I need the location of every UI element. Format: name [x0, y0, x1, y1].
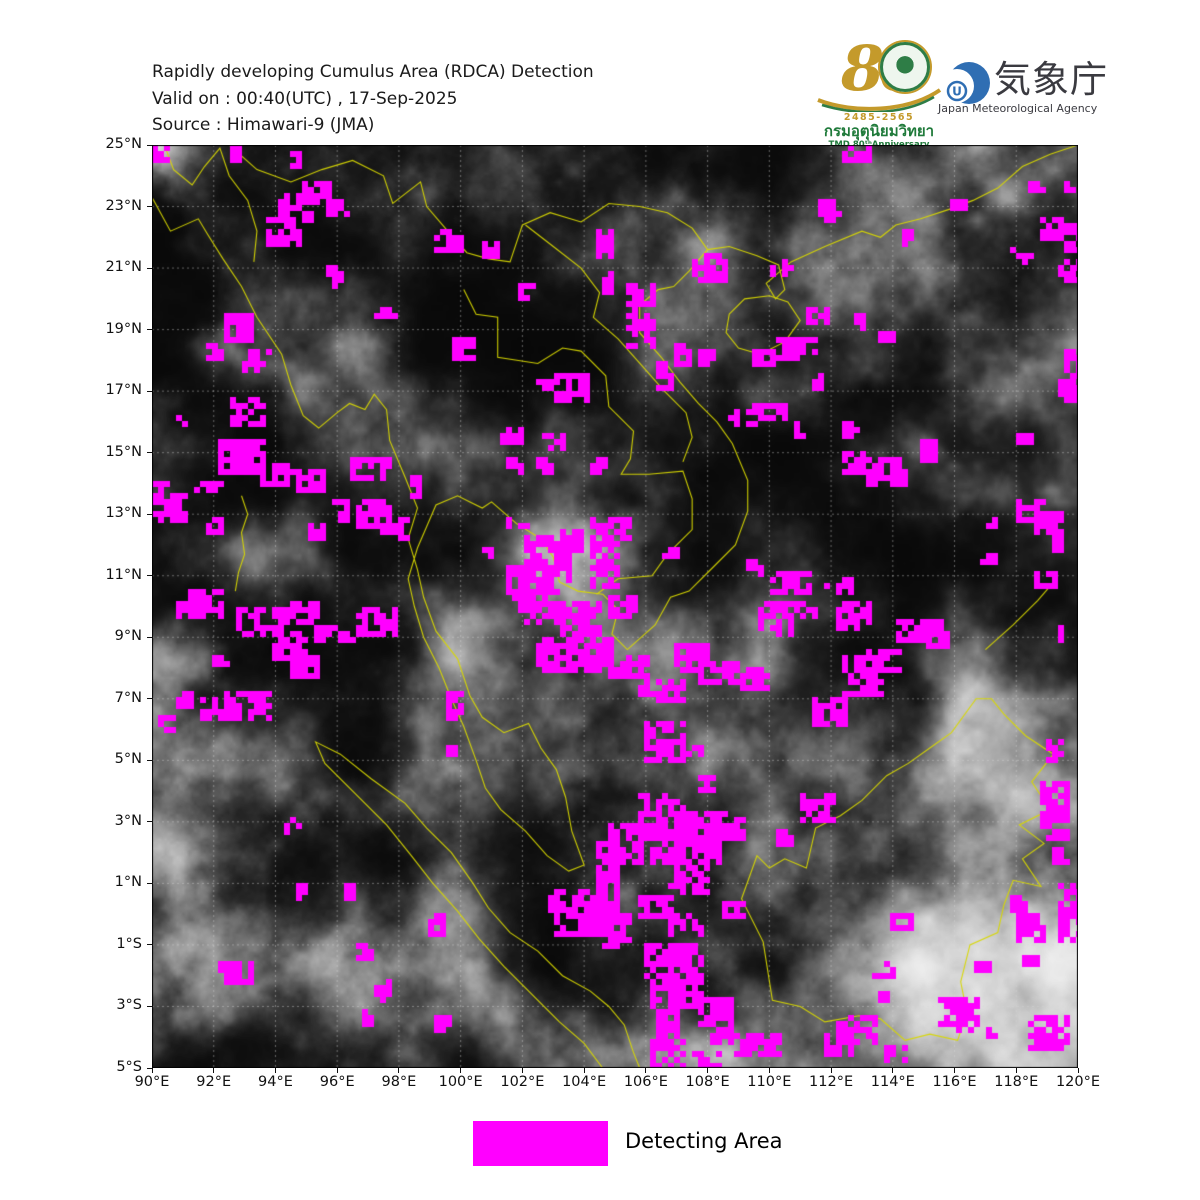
x-tick-mark	[768, 1068, 770, 1073]
tmd-80th-anniversary-logo: 80 2485-2565 กรมอุตุนิยมวิทยา TMD 80ᵗʰAn…	[812, 34, 946, 150]
legend-label: Detecting Area	[625, 1129, 783, 1153]
y-tick-label: 17°N	[105, 382, 142, 399]
y-tick-mark	[147, 759, 152, 761]
y-tick-mark	[147, 575, 152, 577]
x-tick-label: 120°E	[1055, 1074, 1101, 1090]
x-tick-label: 116°E	[932, 1074, 977, 1090]
y-tick-mark	[147, 390, 152, 392]
satellite-image-canvas	[152, 145, 1078, 1068]
x-tick-label: 118°E	[994, 1074, 1039, 1090]
y-tick-mark	[147, 636, 152, 638]
y-tick-label: 1°N	[114, 874, 142, 891]
x-tick-label: 112°E	[809, 1074, 854, 1090]
x-tick-mark	[213, 1068, 215, 1073]
y-tick-label: 1°S	[116, 935, 142, 952]
x-tick-mark	[645, 1068, 647, 1073]
y-tick-label: 21°N	[105, 259, 142, 276]
tmd-emblem-icon	[880, 42, 930, 92]
x-tick-mark	[830, 1068, 832, 1073]
y-tick-mark	[147, 329, 152, 331]
jma-name-jp: 気象庁	[994, 58, 1108, 101]
y-tick-mark	[147, 821, 152, 823]
x-tick-mark	[521, 1068, 523, 1073]
source-line: Source : Himawari-9 (JMA)	[152, 115, 375, 135]
y-tick-label: 5°S	[116, 1059, 142, 1075]
x-tick-label: 106°E	[623, 1074, 668, 1090]
y-tick-label: 11°N	[105, 566, 142, 583]
satellite-map	[152, 145, 1078, 1068]
y-tick-mark	[147, 206, 152, 208]
x-tick-label: 92°E	[196, 1074, 232, 1090]
x-tick-label: 100°E	[438, 1074, 483, 1090]
tmd-swoosh-icon	[817, 88, 942, 112]
jma-name-en: Japan Meteorological Agency	[938, 102, 1098, 115]
y-tick-label: 7°N	[114, 689, 142, 706]
x-tick-label: 110°E	[747, 1074, 792, 1090]
y-tick-mark	[147, 698, 152, 700]
x-tick-label: 108°E	[685, 1074, 730, 1090]
jma-mark-letter: U	[952, 85, 962, 99]
y-tick-mark	[147, 1005, 152, 1007]
x-tick-label: 98°E	[381, 1074, 417, 1090]
y-tick-mark	[147, 267, 152, 269]
y-tick-label: 5°N	[114, 751, 142, 768]
y-tick-label: 15°N	[105, 443, 142, 460]
jma-crescent-icon: U	[944, 62, 990, 104]
tmd-thai-name: กรมอุตุนิยมวิทยา	[823, 122, 935, 140]
x-tick-mark	[707, 1068, 709, 1073]
x-tick-label: 102°E	[500, 1074, 545, 1090]
page-title: Rapidly developing Cumulus Area (RDCA) D…	[152, 62, 594, 82]
detection-color-swatch	[473, 1121, 608, 1166]
jma-logo: U 気象庁 Japan Meteorological Agency	[938, 58, 1107, 120]
title-block: Rapidly developing Cumulus Area (RDCA) D…	[152, 59, 594, 139]
y-tick-label: 19°N	[105, 320, 142, 337]
x-tick-mark	[954, 1068, 956, 1073]
y-tick-mark	[147, 513, 152, 515]
y-tick-label: 3°N	[114, 812, 142, 829]
x-tick-mark	[460, 1068, 462, 1073]
x-tick-label: 104°E	[562, 1074, 607, 1090]
tmd-years: 2485-2565	[843, 112, 915, 123]
y-tick-label: 3°S	[116, 997, 142, 1014]
y-tick-mark	[147, 1067, 152, 1069]
y-tick-mark	[147, 882, 152, 884]
y-tick-label: 9°N	[114, 628, 142, 645]
y-tick-label: 13°N	[105, 505, 142, 522]
y-tick-label: 23°N	[105, 197, 142, 214]
y-tick-mark	[147, 452, 152, 454]
x-tick-label: 94°E	[258, 1074, 293, 1090]
x-tick-mark	[151, 1068, 153, 1073]
x-tick-mark	[274, 1068, 276, 1073]
y-tick-mark	[147, 144, 152, 146]
y-tick-mark	[147, 944, 152, 946]
x-tick-label: 114°E	[870, 1074, 915, 1090]
y-tick-label: 25°N	[105, 136, 142, 152]
x-tick-mark	[398, 1068, 400, 1073]
x-tick-mark	[583, 1068, 585, 1073]
x-tick-mark	[336, 1068, 338, 1073]
x-tick-mark	[892, 1068, 894, 1073]
x-tick-mark	[1015, 1068, 1017, 1073]
x-tick-label: 96°E	[319, 1074, 355, 1090]
x-tick-mark	[1077, 1068, 1079, 1073]
valid-time-line: Valid on : 00:40(UTC) , 17-Sep-2025	[152, 88, 458, 109]
x-tick-label: 90°E	[134, 1074, 170, 1090]
tmd-80-numerals: 80	[812, 34, 946, 112]
